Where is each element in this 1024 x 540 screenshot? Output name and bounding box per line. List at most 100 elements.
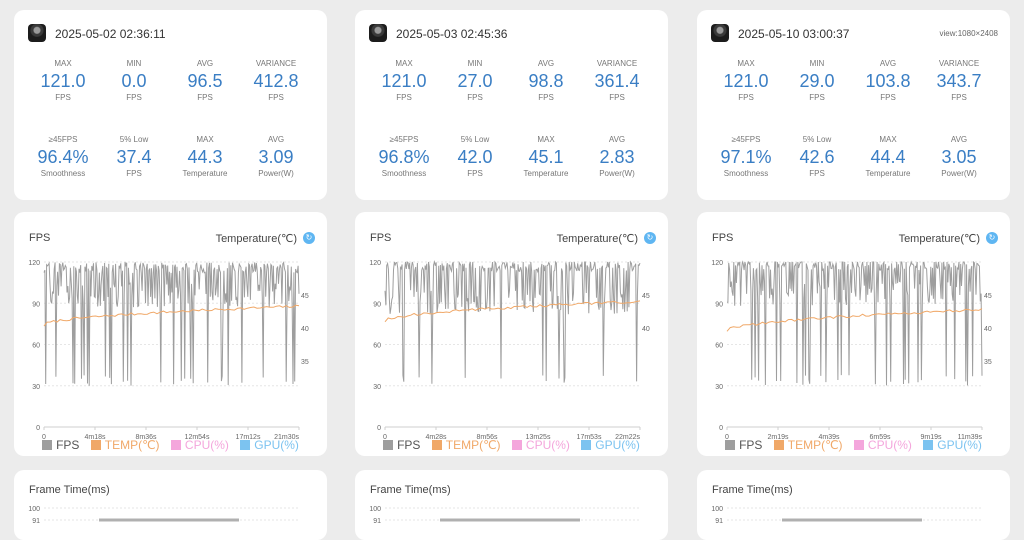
- stat-min-fps: MIN 0.0 FPS: [99, 58, 169, 104]
- stat-label: MAX: [54, 59, 72, 68]
- stat-smoothness: ≥45FPS 96.4% Smoothness: [28, 134, 98, 180]
- stat-value: 44.4: [870, 147, 906, 167]
- stat-label: MAX: [737, 59, 755, 68]
- x-tick-label: 17m12s: [236, 434, 261, 440]
- frame-time-title: Frame Time(ms): [29, 484, 110, 496]
- frame-time-title: Frame Time(ms): [370, 484, 451, 496]
- legend-label: CPU(%): [525, 438, 570, 452]
- session-summary-card[interactable]: 2025-05-10 03:00:37 view:1080×2408 MAX 1…: [697, 10, 1010, 200]
- stat-value: 96.5: [187, 71, 223, 91]
- stat-value: 2.83: [599, 147, 635, 167]
- stat-5pct-low: 5% Low 42.0 FPS: [440, 134, 510, 180]
- sync-icon[interactable]: ↻: [986, 232, 998, 244]
- session-header: 2025-05-03 02:45:36: [369, 24, 658, 44]
- legend-item-temp[interactable]: TEMP(℃): [773, 438, 843, 452]
- legend-label: TEMP(℃): [445, 438, 501, 452]
- session-summary-card[interactable]: 2025-05-03 02:45:36 MAX 121.0 FPS MIN 27…: [355, 10, 668, 200]
- legend-item-temp[interactable]: TEMP(℃): [90, 438, 160, 452]
- session-date: 2025-05-10 03:00:37: [738, 27, 850, 41]
- stat-unit: Temperature: [865, 169, 911, 178]
- legend-item-cpu[interactable]: CPU(%): [511, 438, 570, 452]
- session-summary-card[interactable]: 2025-05-02 02:36:11 MAX 121.0 FPS MIN 0.…: [14, 10, 327, 200]
- temp-tick-label: 35: [301, 359, 309, 366]
- x-tick-label: 13m25s: [526, 434, 551, 440]
- stat-unit: FPS: [738, 93, 754, 102]
- sync-icon[interactable]: ↻: [303, 232, 315, 244]
- stat-value: 412.8: [253, 71, 299, 91]
- stat-label: VARIANCE: [596, 59, 638, 68]
- legend-label: GPU(%): [937, 438, 982, 452]
- frame-time-plot: 100 91: [28, 506, 299, 525]
- stat-unit: FPS: [809, 93, 825, 102]
- stat-value: 343.7: [936, 71, 982, 91]
- y-tick-label: 91: [32, 518, 40, 525]
- y-tick-label: 30: [373, 384, 381, 391]
- stat-unit: FPS: [126, 169, 142, 178]
- stat-unit: FPS: [197, 93, 213, 102]
- temp-tick-label: 40: [301, 326, 309, 333]
- legend-item-gpu[interactable]: GPU(%): [240, 438, 299, 452]
- stat-unit: Power(W): [258, 169, 294, 178]
- legend-swatch: [383, 440, 394, 450]
- legend-swatch: [431, 440, 442, 450]
- stat-5pct-low: 5% Low 37.4 FPS: [99, 134, 169, 180]
- legend-swatch: [240, 440, 251, 450]
- y-tick-label: 0: [36, 425, 40, 432]
- stat-unit: FPS: [467, 169, 483, 178]
- y-tick-label: 90: [715, 301, 723, 308]
- frame-time-plot: 100 91: [711, 506, 982, 525]
- stat-value: 27.0: [457, 71, 493, 91]
- x-tick-label: 0: [383, 434, 387, 440]
- legend-item-fps[interactable]: FPS: [383, 438, 420, 452]
- stat-max-temperature: MAX 45.1 Temperature: [511, 134, 581, 180]
- legend-swatch: [853, 440, 864, 450]
- fps-chart-card[interactable]: FPS Temperature(℃) ↻ 120 90 60 30 0 0 4m18s 8m3…: [14, 212, 327, 456]
- y-tick-label: 100: [28, 506, 40, 513]
- x-tick-label: 0: [725, 434, 729, 440]
- stat-label: 5% Low: [802, 135, 832, 144]
- stat-unit: Power(W): [941, 169, 977, 178]
- stat-label: MAX: [879, 135, 897, 144]
- frame-time-card[interactable]: Frame Time(ms) 100 91: [355, 470, 668, 540]
- stat-max-fps: MAX 121.0 FPS: [369, 58, 439, 104]
- fps-chart-card[interactable]: FPS Temperature(℃) ↻ 120 90 60 30 0 0 4m28s 8m5…: [355, 212, 668, 456]
- session-date: 2025-05-02 02:36:11: [55, 27, 166, 41]
- stat-unit: Smoothness: [723, 169, 769, 178]
- stat-label: AVG: [267, 135, 285, 144]
- y-tick-label: 0: [377, 425, 381, 432]
- stat-value: 42.0: [457, 147, 493, 167]
- y-tick-label: 120: [711, 260, 723, 267]
- sync-icon[interactable]: ↻: [644, 232, 656, 244]
- stat-avg-power: AVG 3.09 Power(W): [241, 134, 311, 180]
- stat-label: AVG: [537, 59, 555, 68]
- y-tick-label: 90: [32, 301, 40, 308]
- stat-unit: FPS: [951, 93, 967, 102]
- legend-item-fps[interactable]: FPS: [725, 438, 762, 452]
- y-tick-label: 60: [32, 343, 40, 350]
- game-avatar-icon: [711, 24, 729, 42]
- legend-label: FPS: [56, 438, 80, 452]
- legend-item-gpu[interactable]: GPU(%): [923, 438, 982, 452]
- legend-item-gpu[interactable]: GPU(%): [581, 438, 640, 452]
- frame-time-card[interactable]: Frame Time(ms) 100 91: [14, 470, 327, 540]
- stat-avg-power: AVG 3.05 Power(W): [924, 134, 994, 180]
- session-header: 2025-05-02 02:36:11: [28, 24, 317, 44]
- chart-legend: FPS TEMP(℃) CPU(%) GPU(%): [14, 438, 327, 452]
- fps-series-line: [727, 260, 983, 386]
- stat-label: VARIANCE: [255, 59, 297, 68]
- y-tick-label: 30: [715, 384, 723, 391]
- legend-item-fps[interactable]: FPS: [42, 438, 79, 452]
- legend-item-cpu[interactable]: CPU(%): [170, 438, 229, 452]
- stat-label: MIN: [467, 59, 483, 68]
- fps-chart-card[interactable]: FPS Temperature(℃) ↻ 120 90 60 30 0 0 2m19s 4m3…: [697, 212, 1010, 456]
- stat-value: 0.0: [121, 71, 147, 91]
- stat-value: 97.1%: [720, 147, 772, 167]
- frame-time-card[interactable]: Frame Time(ms) 100 91: [697, 470, 1010, 540]
- stat-label: 5% Low: [119, 135, 149, 144]
- temp-tick-label: 35: [984, 359, 992, 366]
- legend-swatch: [581, 440, 592, 450]
- legend-item-cpu[interactable]: CPU(%): [853, 438, 912, 452]
- stat-label: AVG: [879, 59, 897, 68]
- legend-item-temp[interactable]: TEMP(℃): [431, 438, 501, 452]
- stat-smoothness: ≥45FPS 97.1% Smoothness: [711, 134, 781, 180]
